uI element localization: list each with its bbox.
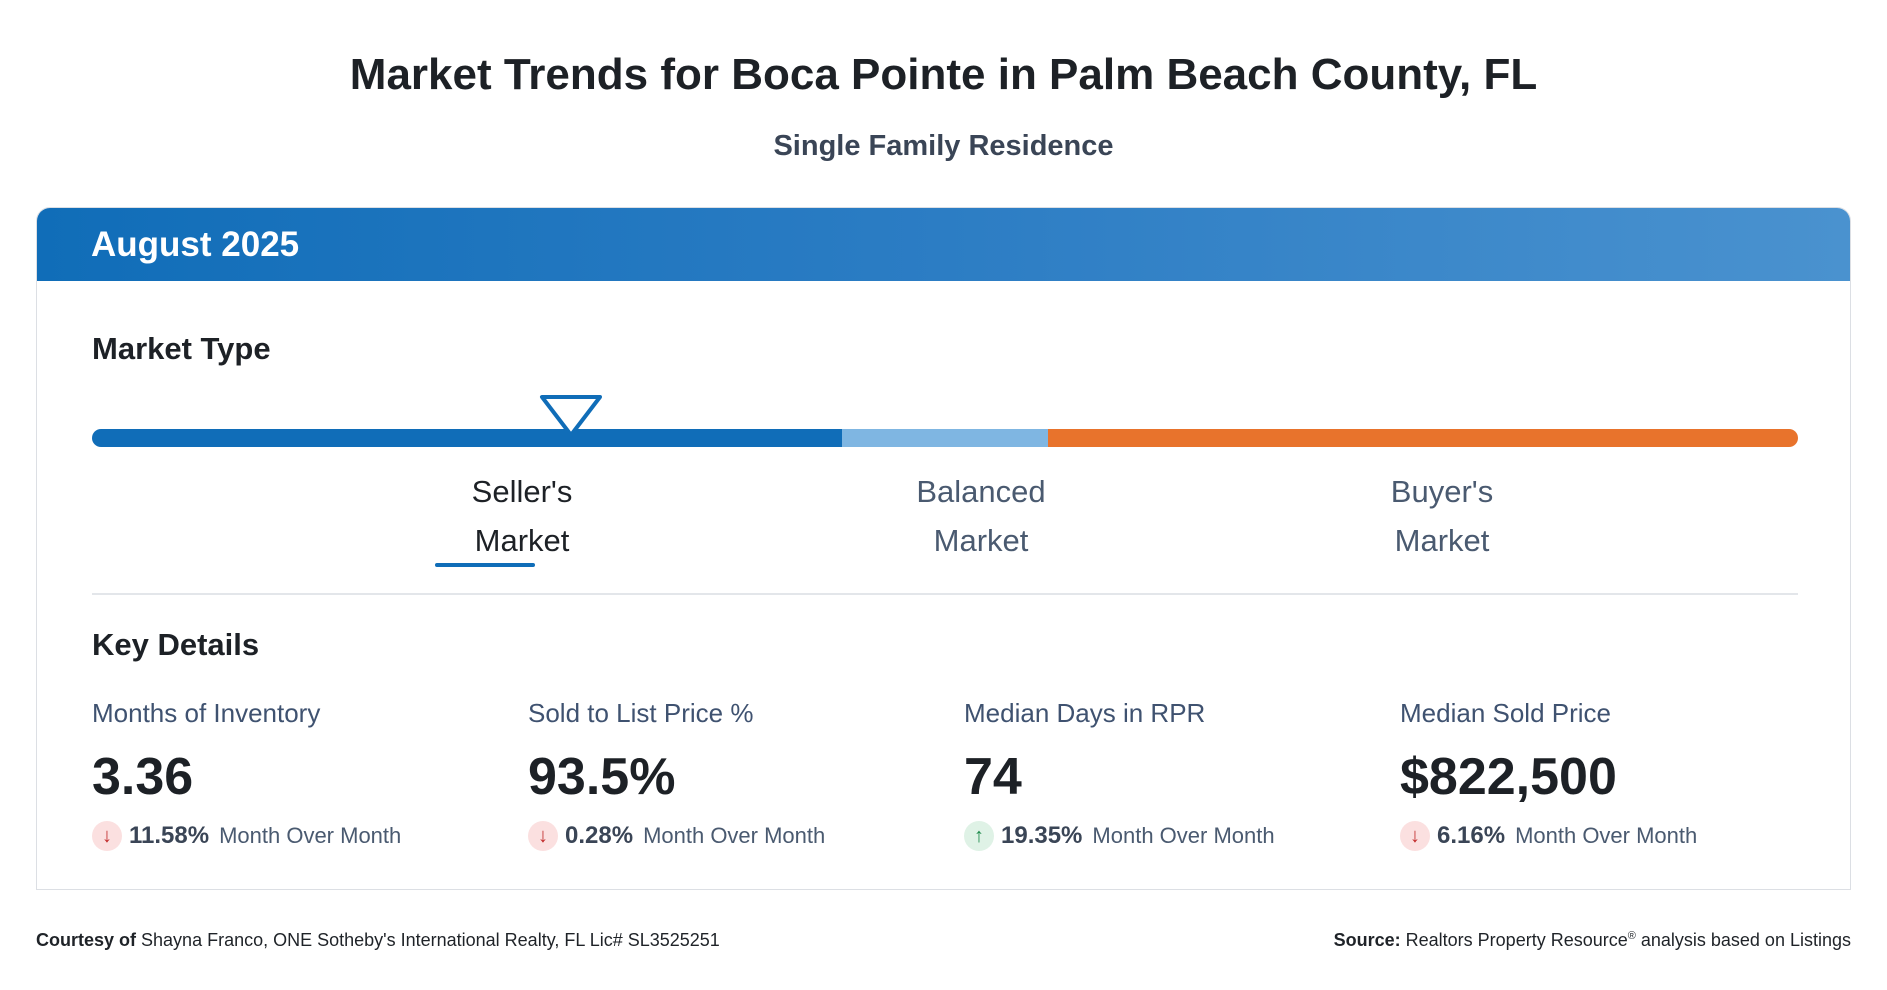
metric-label: Median Sold Price	[1400, 698, 1611, 728]
metric-value: $822,500	[1400, 748, 1617, 806]
change-period: Month Over Month	[219, 823, 402, 848]
change-period: Month Over Month	[1515, 823, 1698, 848]
meter-segment-seller	[92, 429, 842, 447]
change-percent: 19.35%	[1001, 822, 1083, 849]
metric-value: 93.5%	[528, 748, 676, 806]
courtesy-label: Courtesy of	[36, 930, 137, 950]
source-text-1: Realtors Property Resource	[1405, 930, 1628, 950]
meter-marker-triangle-icon	[540, 395, 602, 437]
metric-label: Median Days in RPR	[964, 698, 1206, 728]
registered-mark: ®	[1627, 930, 1636, 942]
balanced-label-line2: Market	[933, 523, 1029, 558]
arrow-down-icon: ↓	[1400, 821, 1430, 851]
metric-median-sold-price: Median Sold Price $822,500 ↓ 6.16% Month…	[1400, 698, 1820, 851]
change-percent: 0.28%	[565, 822, 634, 849]
metric-value: 3.36	[92, 748, 194, 806]
metric-change: ↓ 0.28% Month Over Month	[528, 821, 948, 851]
key-details-title: Key Details	[92, 627, 260, 662]
change-period: Month Over Month	[643, 823, 826, 848]
change-period: Month Over Month	[1092, 823, 1275, 848]
metric-median-days-in-rpr: Median Days in RPR 74 ↑ 19.35% Month Ove…	[964, 698, 1384, 851]
seller-label-line1: Seller's	[471, 474, 573, 509]
arrow-up-icon: ↑	[964, 821, 994, 851]
arrow-down-icon: ↓	[528, 821, 558, 851]
buyer-label-line1: Buyer's	[1390, 474, 1494, 509]
change-percent: 6.16%	[1437, 822, 1506, 849]
meter-segment-balanced	[842, 429, 1048, 447]
period-title: August 2025	[91, 224, 300, 264]
metric-months-of-inventory: Months of Inventory 3.36 ↓ 11.58% Month …	[92, 698, 512, 851]
market-type-balanced: Balanced Market	[871, 467, 1091, 565]
metric-change: ↑ 19.35% Month Over Month	[964, 821, 1384, 851]
arrow-down-icon: ↓	[92, 821, 122, 851]
meter-segment-buyer	[1048, 429, 1798, 447]
buyer-label-line2: Market	[1394, 523, 1490, 558]
courtesy-text: Shayna Franco, ONE Sotheby's Internation…	[141, 930, 720, 950]
page-title: Market Trends for Boca Pointe in Palm Be…	[349, 50, 1538, 99]
market-type-title: Market Type	[92, 331, 271, 366]
market-trends-card: August 2025 Market Type Seller's Market …	[36, 207, 1851, 890]
market-type-seller: Seller's Market	[412, 467, 632, 565]
seller-label-line2: Market	[474, 523, 570, 558]
metric-sold-to-list-price: Sold to List Price % 93.5% ↓ 0.28% Month…	[528, 698, 948, 851]
seller-active-underline	[435, 563, 535, 567]
market-type-buyer: Buyer's Market	[1332, 467, 1552, 565]
source-text-2: analysis based on Listings	[1640, 930, 1851, 950]
metric-change: ↓ 6.16% Month Over Month	[1400, 821, 1820, 851]
footer-courtesy: Courtesy of Shayna Franco, ONE Sotheby's…	[36, 930, 720, 951]
source-label: Source:	[1333, 930, 1401, 950]
page-subtitle: Single Family Residence	[773, 130, 1114, 162]
change-percent: 11.58%	[129, 822, 210, 849]
market-type-meter	[92, 429, 1798, 447]
balanced-label-line1: Balanced	[916, 474, 1046, 509]
section-divider	[92, 593, 1798, 595]
metric-label: Sold to List Price %	[528, 698, 754, 728]
metric-value: 74	[964, 748, 1022, 806]
metric-change: ↓ 11.58% Month Over Month	[92, 821, 512, 851]
card-header: August 2025	[37, 208, 1850, 281]
metric-label: Months of Inventory	[92, 698, 321, 728]
footer-source: Source: Realtors Property Resource® anal…	[1334, 930, 1851, 951]
